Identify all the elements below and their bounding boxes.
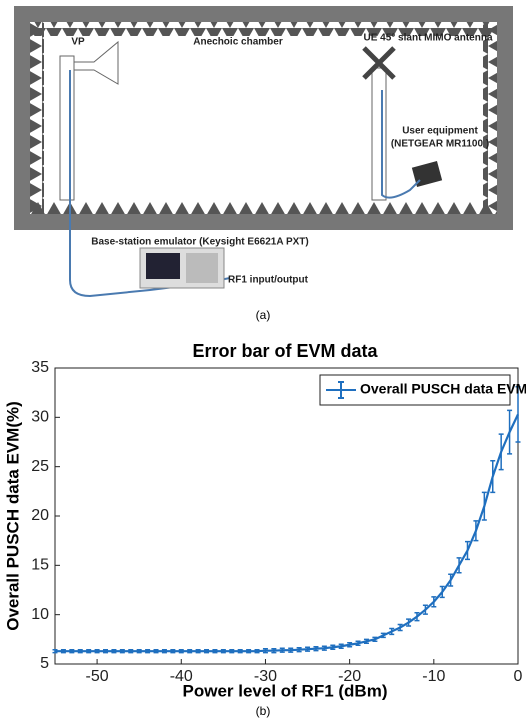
label: VP: [71, 37, 85, 48]
error-bar: [86, 648, 92, 654]
error-bar: [490, 459, 496, 494]
error-bar: [481, 491, 487, 521]
label: (NETGEAR MR1100 ): [391, 139, 489, 150]
error-bar: [338, 643, 344, 649]
error-bar: [389, 627, 395, 636]
error-bar: [128, 648, 134, 654]
error-bar: [195, 648, 201, 654]
error-bar: [296, 646, 302, 653]
error-bar: [464, 540, 470, 561]
error-bar: [254, 648, 260, 654]
error-bar: [515, 385, 521, 443]
error-bar: [170, 648, 176, 654]
error-bar: [313, 645, 319, 652]
x-tick-label: -40: [170, 668, 193, 685]
y-tick-label: 30: [31, 409, 49, 426]
error-bar: [94, 648, 100, 654]
error-bar: [262, 647, 268, 654]
error-bar: [439, 585, 445, 599]
error-bar: [220, 648, 226, 654]
label: Anechoic chamber: [193, 37, 283, 48]
error-bar: [60, 648, 66, 654]
emulator: [139, 247, 225, 289]
error-bar: [161, 648, 167, 654]
chart-title: Error bar of EVM data: [192, 341, 378, 361]
error-bar: [422, 604, 428, 615]
error-bar: [473, 520, 479, 542]
x-tick-label: -10: [422, 668, 445, 685]
x-tick-label: -30: [254, 668, 277, 685]
legend-label: Overall PUSCH data EVM (%): [360, 381, 526, 397]
error-bar: [136, 648, 142, 654]
x-tick-label: -50: [86, 668, 109, 685]
error-bar: [52, 648, 58, 654]
caption: (b): [256, 704, 271, 718]
error-bar: [246, 648, 252, 654]
error-bar: [414, 611, 420, 622]
error-bar: [448, 573, 454, 587]
y-tick-label: 20: [31, 507, 49, 524]
y-tick-label: 10: [31, 606, 49, 623]
data-line: [55, 413, 519, 653]
error-bar: [363, 638, 369, 645]
label: User equipment: [402, 126, 478, 137]
error-bar: [103, 648, 109, 654]
label: UE 45° slant MIMO antenna: [363, 33, 492, 44]
x-tick-label: 0: [514, 668, 523, 685]
x-axis-label: Power level of RF1 (dBm): [183, 681, 388, 700]
error-bar: [372, 636, 378, 643]
error-bar: [347, 642, 353, 648]
error-bar: [229, 648, 235, 654]
error-bar: [498, 433, 504, 471]
error-bar: [178, 648, 184, 654]
error-bar: [406, 618, 412, 627]
y-tick-label: 15: [31, 557, 49, 574]
error-bar: [111, 648, 117, 654]
error-bar: [204, 648, 210, 654]
caption: (a): [256, 308, 271, 322]
label: Base-station emulator (Keysight E6621A P…: [91, 237, 308, 248]
error-bar: [237, 648, 243, 654]
error-bar: [456, 557, 462, 574]
error-bar: [187, 648, 193, 654]
error-bar: [153, 648, 159, 654]
legend-swatch: [326, 381, 356, 399]
error-bar: [271, 647, 277, 654]
y-axis-label: Overall PUSCH data EVM(%): [3, 401, 22, 631]
error-bar: [212, 648, 218, 654]
error-bar: [279, 647, 285, 653]
error-bar: [77, 648, 83, 654]
error-bar: [330, 644, 336, 650]
error-bar: [431, 596, 437, 608]
error-bar: [321, 645, 327, 651]
error-bar: [355, 640, 361, 647]
y-tick-label: 25: [31, 458, 49, 475]
error-bar: [69, 648, 75, 654]
error-bar: [397, 623, 403, 632]
error-bar: [119, 648, 125, 654]
x-tick-label: -20: [338, 668, 361, 685]
error-bar: [305, 646, 311, 652]
error-bar: [380, 632, 386, 639]
y-tick-label: 35: [31, 359, 49, 376]
error-bar: [507, 409, 513, 455]
y-tick-label: 5: [40, 655, 49, 672]
error-bar: [145, 648, 151, 654]
plot-frame: [54, 367, 519, 665]
label: RF1 input/output: [228, 275, 309, 286]
error-bar: [288, 647, 294, 653]
